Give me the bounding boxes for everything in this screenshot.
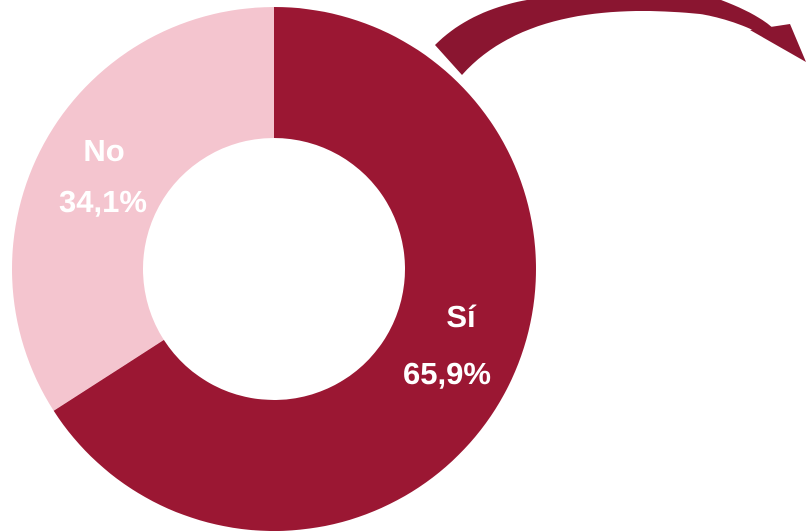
curved-arrow-icon xyxy=(435,0,806,75)
slice-label-name: No xyxy=(83,133,124,168)
donut-slice-no xyxy=(11,7,274,411)
arrow-head xyxy=(750,24,806,62)
slice-label-value: 34,1% xyxy=(59,184,147,219)
curved-arrow-body xyxy=(435,0,778,75)
slice-label-name: Sí xyxy=(446,299,477,334)
donut-slices xyxy=(11,7,537,531)
donut-slice-si xyxy=(53,7,537,531)
donut-labels: Sí 65,9% No 34,1% xyxy=(59,133,491,391)
slice-label-value: 65,9% xyxy=(403,356,491,391)
